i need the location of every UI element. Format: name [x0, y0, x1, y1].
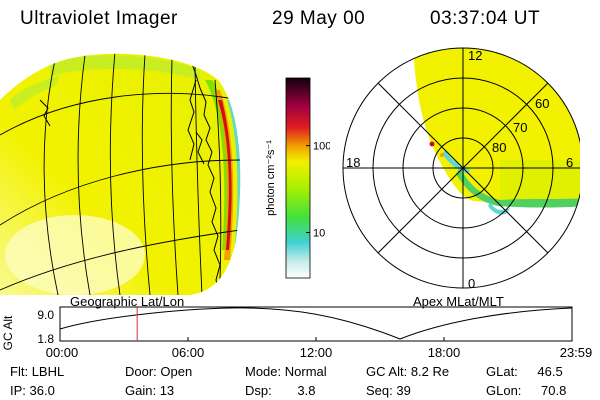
xtick-18: 18:00	[428, 345, 461, 360]
ip-value: 36.0	[29, 383, 55, 398]
time-label: 03:37:04 UT	[430, 8, 541, 29]
info-flt: Flt: LBHL	[10, 364, 64, 379]
info-gcalt: GC Alt: 8.2 Re	[366, 364, 449, 379]
mlt-label-12: 12	[468, 48, 482, 63]
polar-grid	[342, 47, 580, 289]
altitude-curve	[59, 307, 573, 340]
xtick-06: 06:00	[172, 345, 205, 360]
geographic-panel-label: Geographic Lat/Lon	[70, 294, 185, 309]
colorbar: 100 10 photon cm⁻²s⁻¹	[265, 77, 330, 279]
gcalt-value: 8.2 Re	[410, 364, 450, 379]
info-gain: Gain: 13	[125, 383, 174, 398]
lat-label-80: 80	[492, 140, 506, 155]
door-label: Door:	[125, 364, 157, 379]
lat-label-70: 70	[513, 120, 527, 135]
dsp-label: Dsp:	[245, 383, 272, 398]
colorbar-tick-label: 10	[313, 228, 325, 240]
info-door: Door: Open	[125, 364, 192, 379]
altitude-timeseries: GC Alt 9.0 1.8 00:00 06:00 12:00 18:00 2…	[1, 306, 593, 360]
flt-label: Flt:	[10, 364, 29, 379]
ytick-1-8: 1.8	[37, 332, 54, 346]
info-dsp: Dsp: 3.8	[245, 383, 315, 398]
door-value: Open	[160, 364, 193, 379]
lat-lon-grid	[0, 53, 241, 295]
polar-auroral-image	[414, 48, 580, 215]
xtick-2359: 23:59	[560, 345, 593, 360]
flt-value: LBHL	[31, 364, 65, 379]
apex-polar-plot: 12 18 6 0 60 70 80	[342, 47, 580, 291]
mode-label: Mode:	[245, 364, 282, 379]
glon-value: 70.8	[541, 383, 567, 398]
seq-label: Seq:	[366, 383, 393, 398]
gain-value: 13	[159, 383, 175, 398]
info-glon: GLon: 70.8	[486, 383, 566, 398]
xtick-00: 00:00	[46, 345, 79, 360]
coastline	[39, 57, 221, 295]
colorbar-label: photon cm⁻²s⁻¹	[265, 140, 277, 216]
mlt-label-18: 18	[346, 155, 360, 170]
imager-title: Ultraviolet Imager	[20, 8, 178, 29]
seq-value: 39	[396, 383, 411, 398]
gcalt-label: GC Alt:	[366, 364, 408, 379]
mode-value: Normal	[284, 364, 327, 379]
dsp-value: 3.8	[297, 383, 316, 398]
colorbar-tick-label: 100	[313, 141, 330, 153]
apex-panel-label: Apex MLat/MLT	[413, 294, 504, 309]
info-seq: Seq: 39	[366, 383, 411, 398]
info-glat: GLat: 46.5	[486, 364, 563, 379]
ip-label: IP:	[10, 383, 26, 398]
mlt-label-0: 0	[468, 276, 475, 291]
glat-value: 46.5	[537, 364, 563, 379]
geographic-disk-image	[0, 53, 241, 295]
glon-label: GLon:	[486, 383, 522, 398]
ytick-9: 9.0	[37, 308, 54, 322]
info-ip: IP: 36.0	[10, 383, 55, 398]
lat-label-60: 60	[535, 96, 549, 111]
timeseries-xticks	[59, 337, 573, 341]
timeseries-ylabel: GC Alt	[1, 315, 15, 350]
auroral-image-region	[0, 53, 241, 295]
glat-label: GLat:	[486, 364, 518, 379]
date-label: 29 May 00	[272, 8, 366, 29]
info-mode: Mode: Normal	[245, 364, 327, 379]
gain-label: Gain:	[125, 383, 157, 398]
mlt-label-6: 6	[566, 155, 573, 170]
colorbar-scale	[285, 77, 311, 279]
xtick-12: 12:00	[300, 345, 333, 360]
